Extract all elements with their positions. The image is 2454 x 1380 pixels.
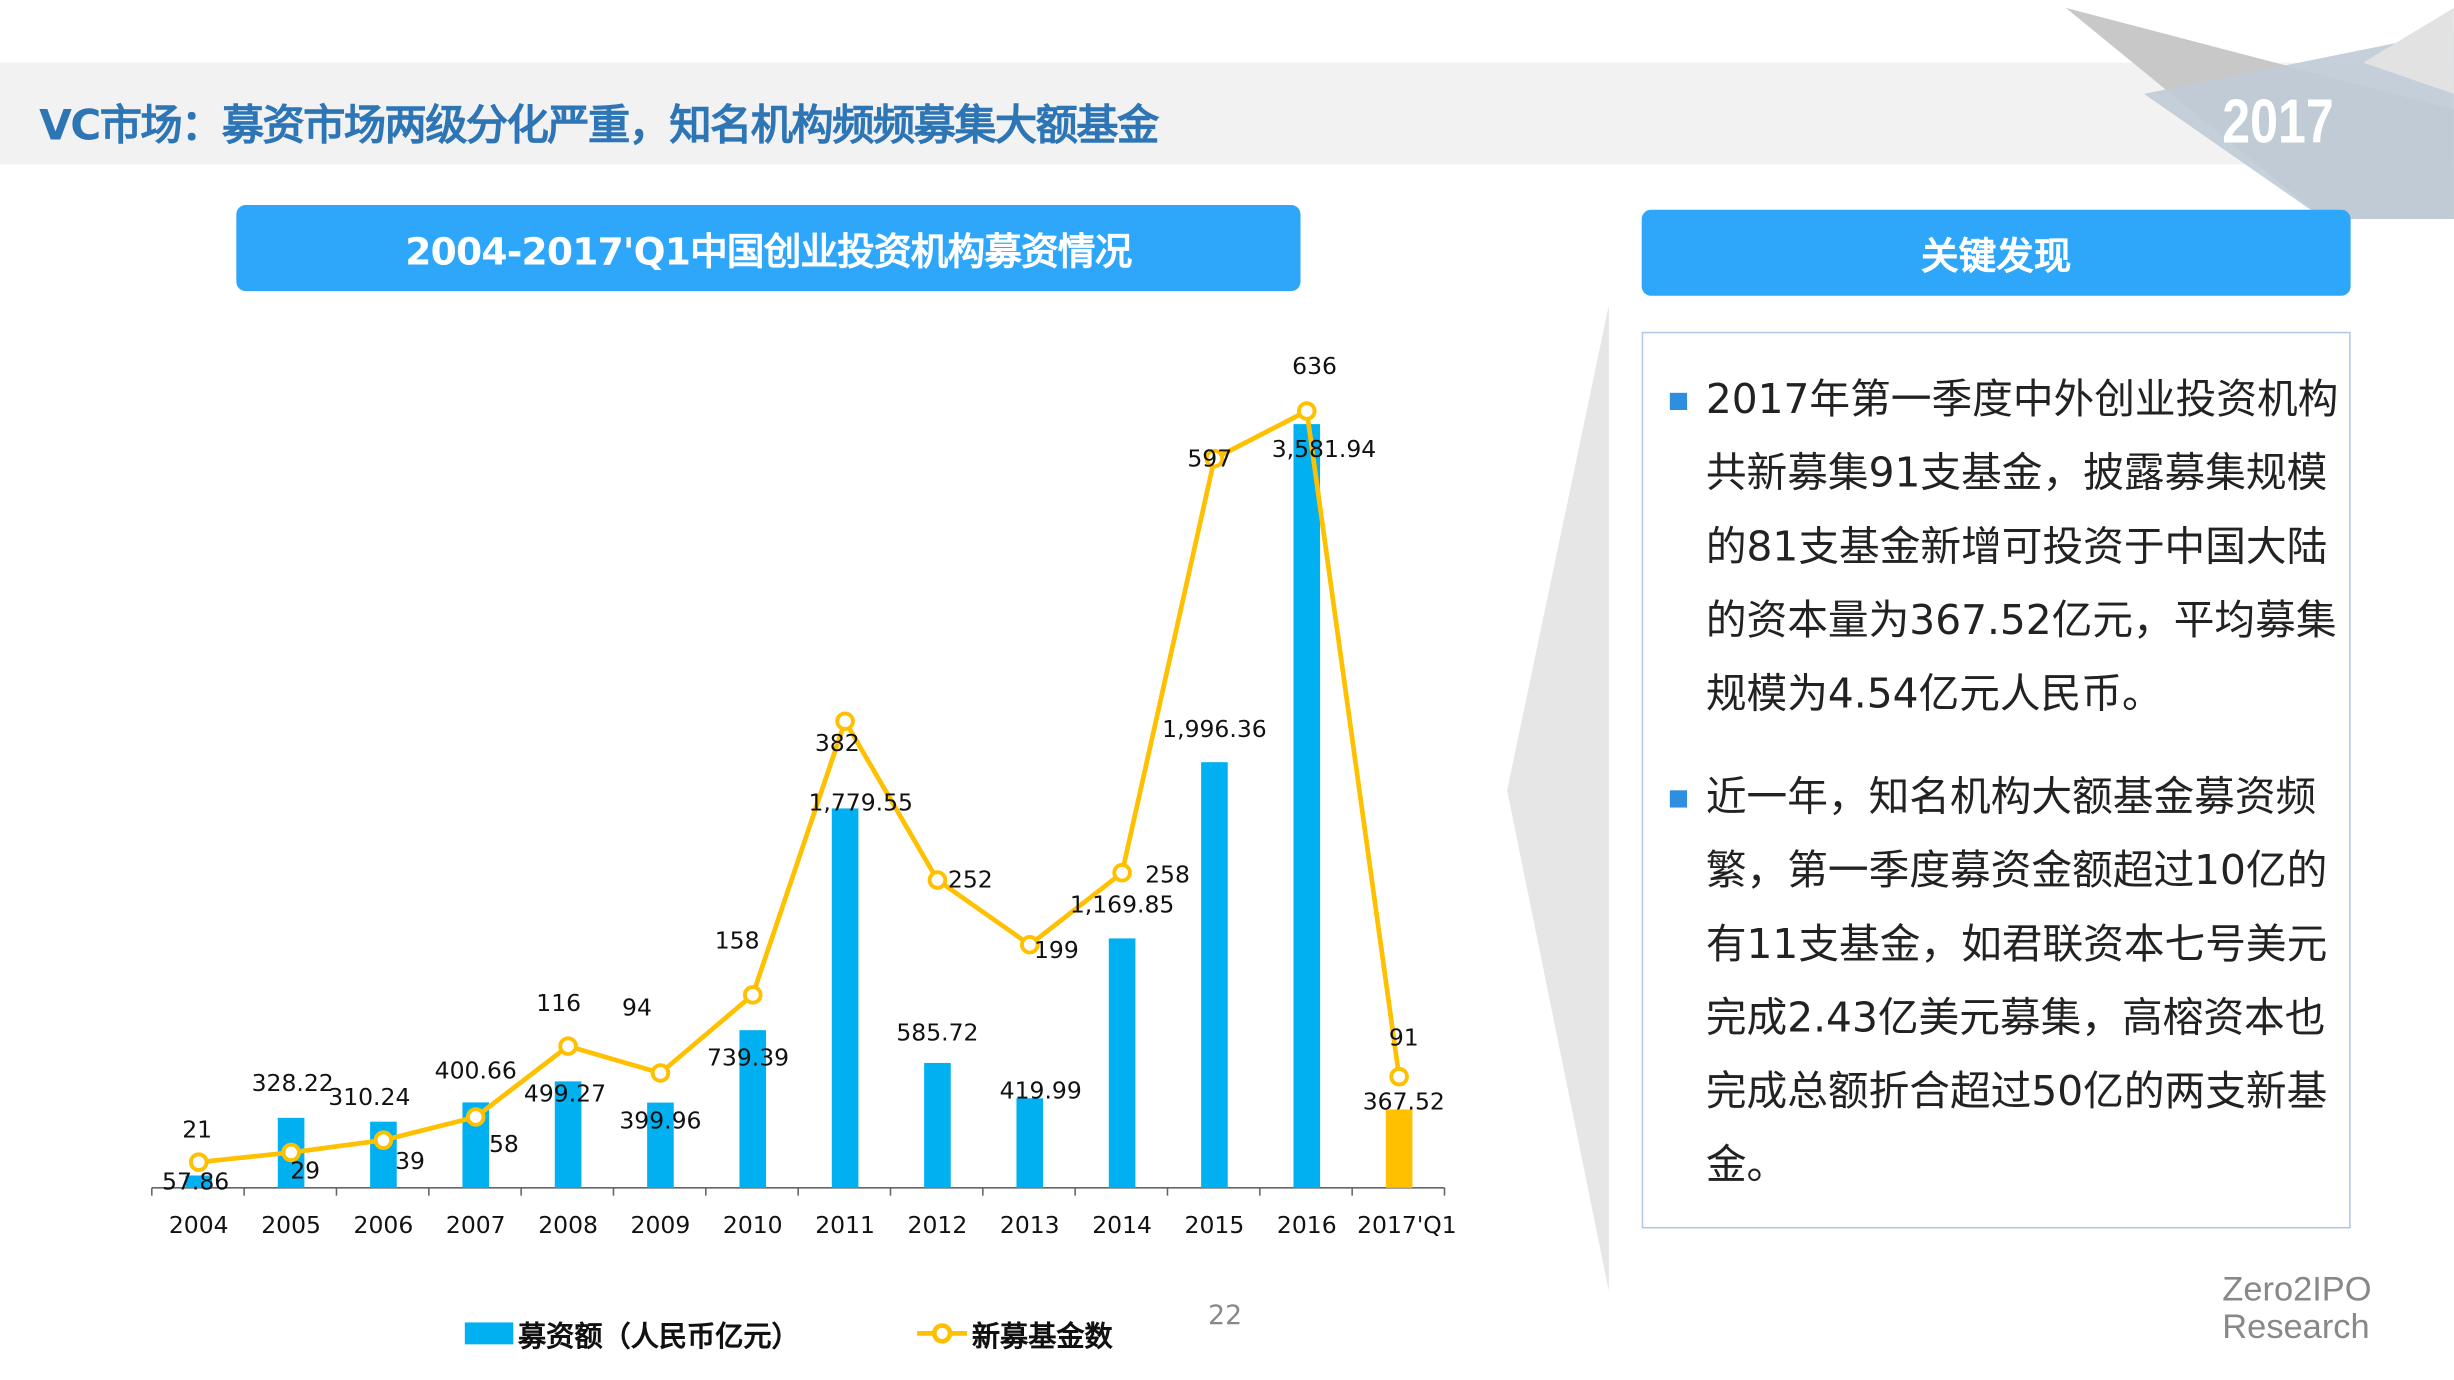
finding-item: 近一年，知名机构大额基金募资频繁，第一季度募资金额超过10亿的有11支基金，如君…	[1665, 762, 2340, 1203]
x-tick-label: 2014	[1092, 1211, 1152, 1239]
bullet-square-icon	[1669, 392, 1688, 411]
bar-value-label: 1,996.36	[1162, 715, 1267, 743]
bar-value-label: 1,779.55	[808, 789, 913, 817]
line-point	[1296, 401, 1317, 421]
page-number: 22	[1208, 1300, 1243, 1332]
bar-value-label: 499.27	[524, 1080, 606, 1108]
bullet-square-icon	[1669, 790, 1688, 808]
x-tick-label: 2015	[1185, 1211, 1245, 1239]
x-tick-label: 2013	[1000, 1211, 1060, 1239]
bar	[924, 1062, 951, 1188]
bar	[1385, 1109, 1413, 1188]
bar-value-label: 419.99	[1000, 1077, 1082, 1105]
bar	[831, 808, 859, 1188]
line-value-label: 158	[715, 926, 760, 954]
bar-value-label: 1,169.85	[1070, 890, 1175, 918]
line-value-label: 252	[948, 865, 993, 893]
line-point	[1204, 448, 1225, 469]
year-badge: 2017	[2222, 87, 2334, 157]
line-point	[742, 985, 763, 1005]
key-findings-title: 关键发现	[1641, 209, 2351, 296]
page-title: VC市场：募资市场两级分化严重，知名机构频频募集大额基金	[39, 101, 1159, 151]
line-value-label: 636	[1292, 352, 1337, 380]
legend-bar-swatch	[464, 1322, 514, 1345]
logo-line2: Research	[2222, 1306, 2370, 1346]
line-value-label: 258	[1145, 861, 1190, 889]
header-band	[0, 62, 2454, 165]
line-point	[188, 1152, 209, 1172]
legend-bar-label: 募资额（人民币亿元）	[518, 1320, 800, 1354]
line-value-label: 382	[815, 729, 860, 757]
bar-value-label: 739.39	[707, 1044, 789, 1072]
line-point	[927, 870, 948, 890]
line-value-label: 91	[1389, 1023, 1419, 1051]
line-value-label: 94	[622, 994, 652, 1022]
bar-value-label: 585.72	[896, 1019, 978, 1047]
bar-value-label: 57.86	[162, 1167, 229, 1195]
x-tick-label: 2004	[169, 1211, 229, 1239]
line-value-label: 597	[1187, 444, 1232, 472]
x-tick-label: 2017'Q1	[1357, 1211, 1457, 1239]
pointer-triangle	[1507, 305, 1609, 1292]
line-value-label: 199	[1034, 936, 1079, 964]
line-point	[835, 711, 855, 732]
legend-line-label: 新募基金数	[971, 1320, 1113, 1354]
key-findings-box: 2017年第一季度中外创业投资机构共新募集91支基金，披露募集规模的81支基金新…	[1641, 331, 2351, 1229]
finding-item: 2017年第一季度中外创业投资机构共新募集91支基金，披露募集规模的81支基金新…	[1665, 365, 2340, 733]
x-tick-label: 2011	[815, 1211, 875, 1239]
bar	[554, 1081, 582, 1188]
line-point	[373, 1130, 394, 1150]
logo-line1: Zero2IPO	[2222, 1269, 2372, 1309]
bar	[1108, 938, 1136, 1188]
line-value-label: 39	[395, 1147, 425, 1175]
logo: Zero2IPO Research	[2222, 1269, 2372, 1346]
x-tick-label: 2009	[631, 1211, 691, 1239]
bar	[1201, 762, 1228, 1188]
bar-value-label: 399.96	[619, 1106, 701, 1134]
funding-chart: 2004 2005 2006 2007 2008 2009 2010 2011 2012 2013…	[151, 352, 1457, 1239]
series-line	[198, 408, 1402, 1165]
x-tick-label: 2012	[908, 1211, 968, 1239]
line-point	[650, 1063, 671, 1083]
x-tick-label: 2005	[261, 1211, 321, 1239]
finding-text: 近一年，知名机构大额基金募资频繁，第一季度募资金额超过10亿的有11支基金，如君…	[1705, 774, 2328, 1190]
line-value-label: 58	[489, 1130, 519, 1158]
line-value-label: 29	[290, 1156, 320, 1184]
legend-line-swatch-icon	[917, 1323, 968, 1344]
bar	[1293, 424, 1321, 1188]
line-point	[1112, 862, 1132, 883]
line-value-label: 116	[536, 989, 581, 1017]
line-point	[1389, 1066, 1409, 1087]
bar-value-label: 367.52	[1363, 1088, 1445, 1116]
bar	[647, 1102, 674, 1188]
x-tick-label: 2016	[1277, 1211, 1337, 1239]
bar-value-label: 310.24	[328, 1083, 410, 1111]
bar	[185, 1175, 213, 1188]
bar	[1016, 1098, 1044, 1188]
chart-title: 2004-2017'Q1中国创业投资机构募资情况	[236, 205, 1301, 292]
bar-value-label: 400.66	[435, 1056, 517, 1084]
finding-text: 2017年第一季度中外创业投资机构共新募集91支基金，披露募集规模的81支基金新…	[1705, 377, 2339, 719]
x-tick-label: 2007	[446, 1211, 506, 1239]
line-point	[1019, 934, 1040, 955]
line-point	[465, 1107, 486, 1127]
corner-decoration	[2065, 7, 2454, 220]
x-tick-label: 2006	[354, 1211, 414, 1239]
line-point	[281, 1142, 301, 1163]
line-point	[558, 1036, 578, 1056]
bar	[739, 1030, 767, 1188]
line-value-label: 21	[182, 1116, 212, 1144]
x-tick-label: 2010	[723, 1211, 783, 1239]
bar-value-label: 328.22	[252, 1069, 334, 1097]
x-tick-label: 2008	[538, 1211, 598, 1239]
bar-value-label: 3,581.94	[1272, 435, 1377, 463]
